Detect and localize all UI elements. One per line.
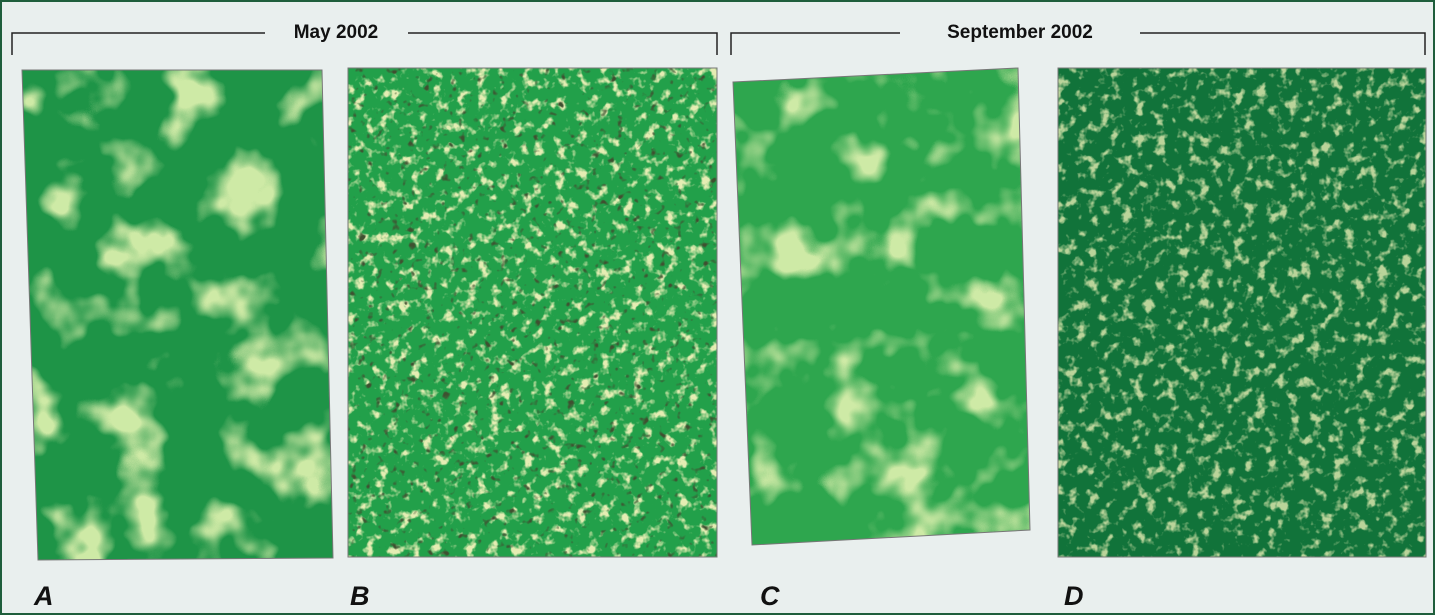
- map-d: [1058, 68, 1426, 557]
- map-c: [725, 60, 1040, 555]
- header-september: September 2002: [947, 22, 1093, 43]
- map-b: [348, 68, 717, 557]
- header-may: May 2002: [294, 22, 379, 43]
- map-a: [15, 60, 345, 570]
- panel-label: C: [760, 581, 780, 611]
- figure: May 2002 September 2002 A B C D: [0, 0, 1435, 615]
- panel-label: B: [350, 581, 370, 611]
- panel-label: D: [1064, 581, 1084, 611]
- panel-label: A: [33, 581, 54, 611]
